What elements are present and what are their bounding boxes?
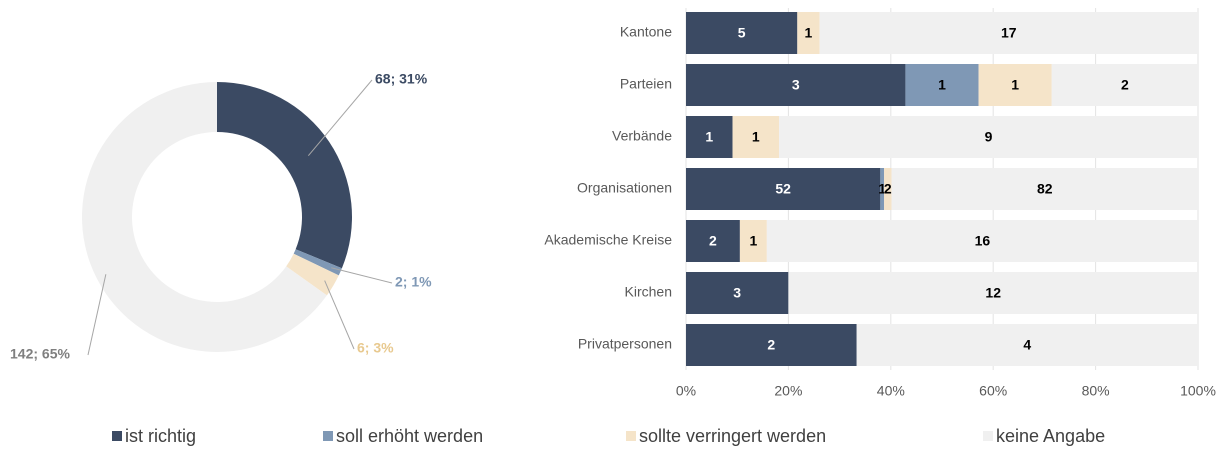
bar-segment [905, 64, 979, 106]
bar-segment [732, 116, 780, 158]
bar-segment [779, 116, 1198, 158]
data-label: 4 [1023, 337, 1031, 353]
category-label: Kantone [620, 24, 672, 40]
x-tick-label: 80% [1082, 383, 1110, 399]
data-label: 68; 31% [375, 71, 428, 87]
bar-segment [788, 272, 1198, 314]
leader-line [87, 274, 107, 356]
bar-segment [766, 220, 1198, 262]
data-label: 3 [792, 77, 800, 93]
x-tick-label: 20% [774, 383, 802, 399]
category-label: Akademische Kreise [544, 232, 672, 248]
data-label: 1 [749, 233, 757, 249]
data-label: 12 [985, 285, 1001, 301]
category-label: Parteien [620, 76, 672, 92]
legend-swatch [626, 431, 636, 441]
category-label: Privatpersonen [578, 336, 672, 352]
x-tick-label: 0% [676, 383, 696, 399]
legend-label: ist richtig [125, 426, 196, 446]
bar-segment [797, 12, 820, 54]
bar-segment [978, 64, 1052, 106]
data-label: 1 [752, 129, 760, 145]
category-label: Organisationen [577, 180, 672, 196]
x-tick-label: 60% [979, 383, 1007, 399]
legend-label: soll erhöht werden [336, 426, 483, 446]
x-tick-label: 100% [1180, 383, 1216, 399]
bar-segment [686, 64, 906, 106]
data-label: 1 [938, 77, 946, 93]
bar-segment [891, 168, 1198, 210]
x-tick-label: 40% [877, 383, 905, 399]
bar-segment [686, 272, 789, 314]
bar-segment [884, 168, 892, 210]
data-label: 6; 3% [357, 340, 394, 356]
data-label: 142; 65% [10, 346, 70, 362]
legend-swatch [112, 431, 122, 441]
data-label: 1 [805, 25, 813, 41]
leader-line [324, 280, 355, 350]
legend-swatch [323, 431, 333, 441]
data-label: 2 [1121, 77, 1129, 93]
data-label: 1 [705, 129, 713, 145]
data-label: 9 [985, 129, 993, 145]
legend-label: sollte verringert werden [639, 426, 826, 446]
bar-segment [686, 12, 798, 54]
bar-segment [739, 220, 767, 262]
data-label: 17 [1001, 25, 1017, 41]
data-label: 2; 1% [395, 274, 432, 290]
bar-segment [686, 324, 857, 366]
leader-line [331, 267, 393, 284]
bar-segment [686, 116, 733, 158]
legend-swatch [983, 431, 993, 441]
donut-slice [217, 82, 353, 269]
bar-segment [819, 12, 1198, 54]
data-label: 5 [738, 25, 746, 41]
data-label: 1 [1011, 77, 1019, 93]
data-label: 2 [709, 233, 717, 249]
category-label: Kirchen [625, 284, 672, 300]
data-label: 2 [767, 337, 775, 353]
donut-slice [286, 253, 339, 296]
donut-slice [293, 249, 342, 276]
category-label: Verbände [612, 128, 672, 144]
data-label: 16 [975, 233, 991, 249]
donut-slice [81, 82, 327, 352]
bar-segment [1051, 64, 1198, 106]
data-label: 52 [775, 181, 791, 197]
data-label: 2 [884, 181, 892, 197]
leader-line [307, 79, 373, 157]
data-label: 3 [733, 285, 741, 301]
legend-label: keine Angabe [996, 426, 1105, 446]
bar-segment [880, 168, 885, 210]
bar-segment [856, 324, 1198, 366]
bar-segment [686, 168, 881, 210]
data-label: 82 [1037, 181, 1053, 197]
data-label: 1 [878, 181, 886, 197]
bar-segment [686, 220, 740, 262]
